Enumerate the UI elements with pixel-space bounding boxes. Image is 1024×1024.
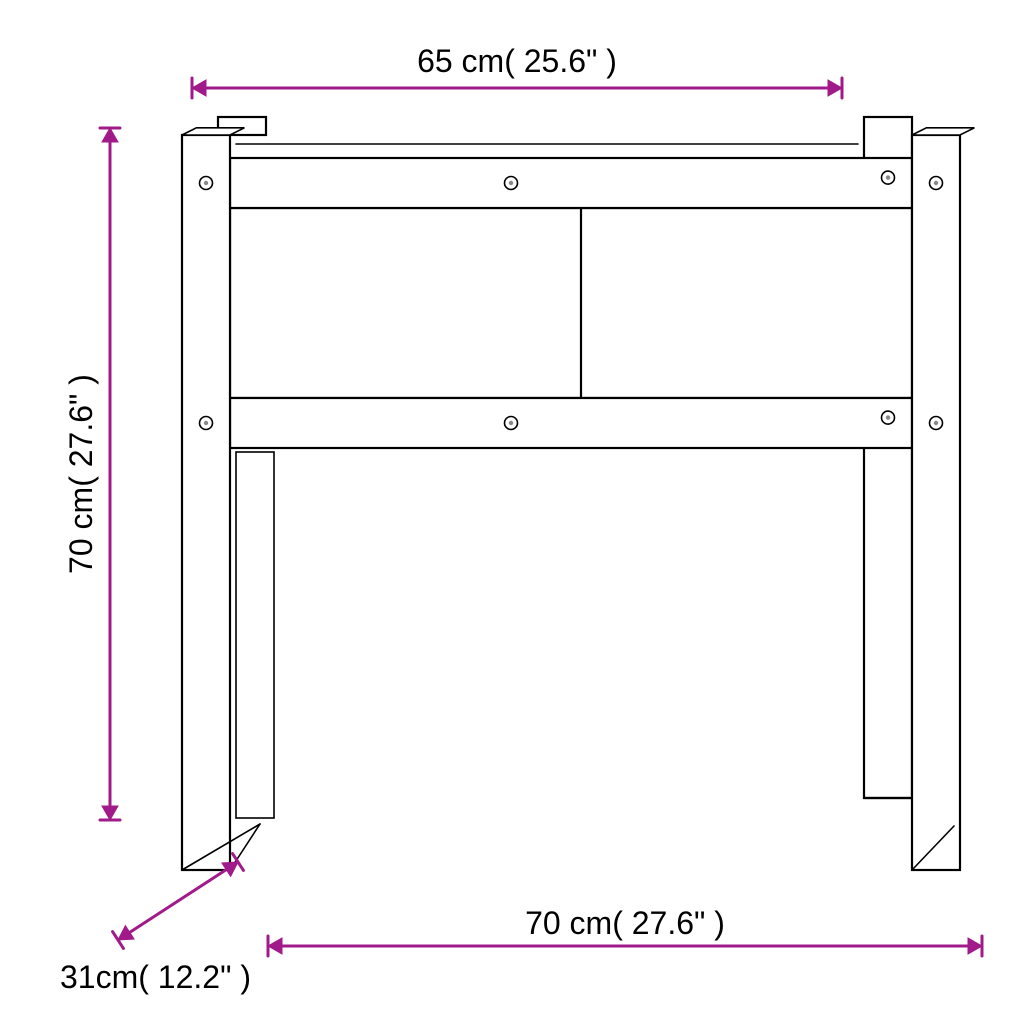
dim-top-label: 65 cm( 25.6" ): [417, 43, 617, 79]
dim-bottom-label: 70 cm( 27.6" ): [525, 905, 725, 941]
planter-drawing: [182, 117, 974, 870]
dim-depth-label: 31cm( 12.2" ): [60, 959, 251, 995]
dim-left-label: 70 cm( 27.6" ): [63, 374, 99, 574]
diagram-root: 65 cm( 25.6" ) 70 cm( 27.6" ) 70 cm( 27.6"…: [0, 0, 1024, 1024]
